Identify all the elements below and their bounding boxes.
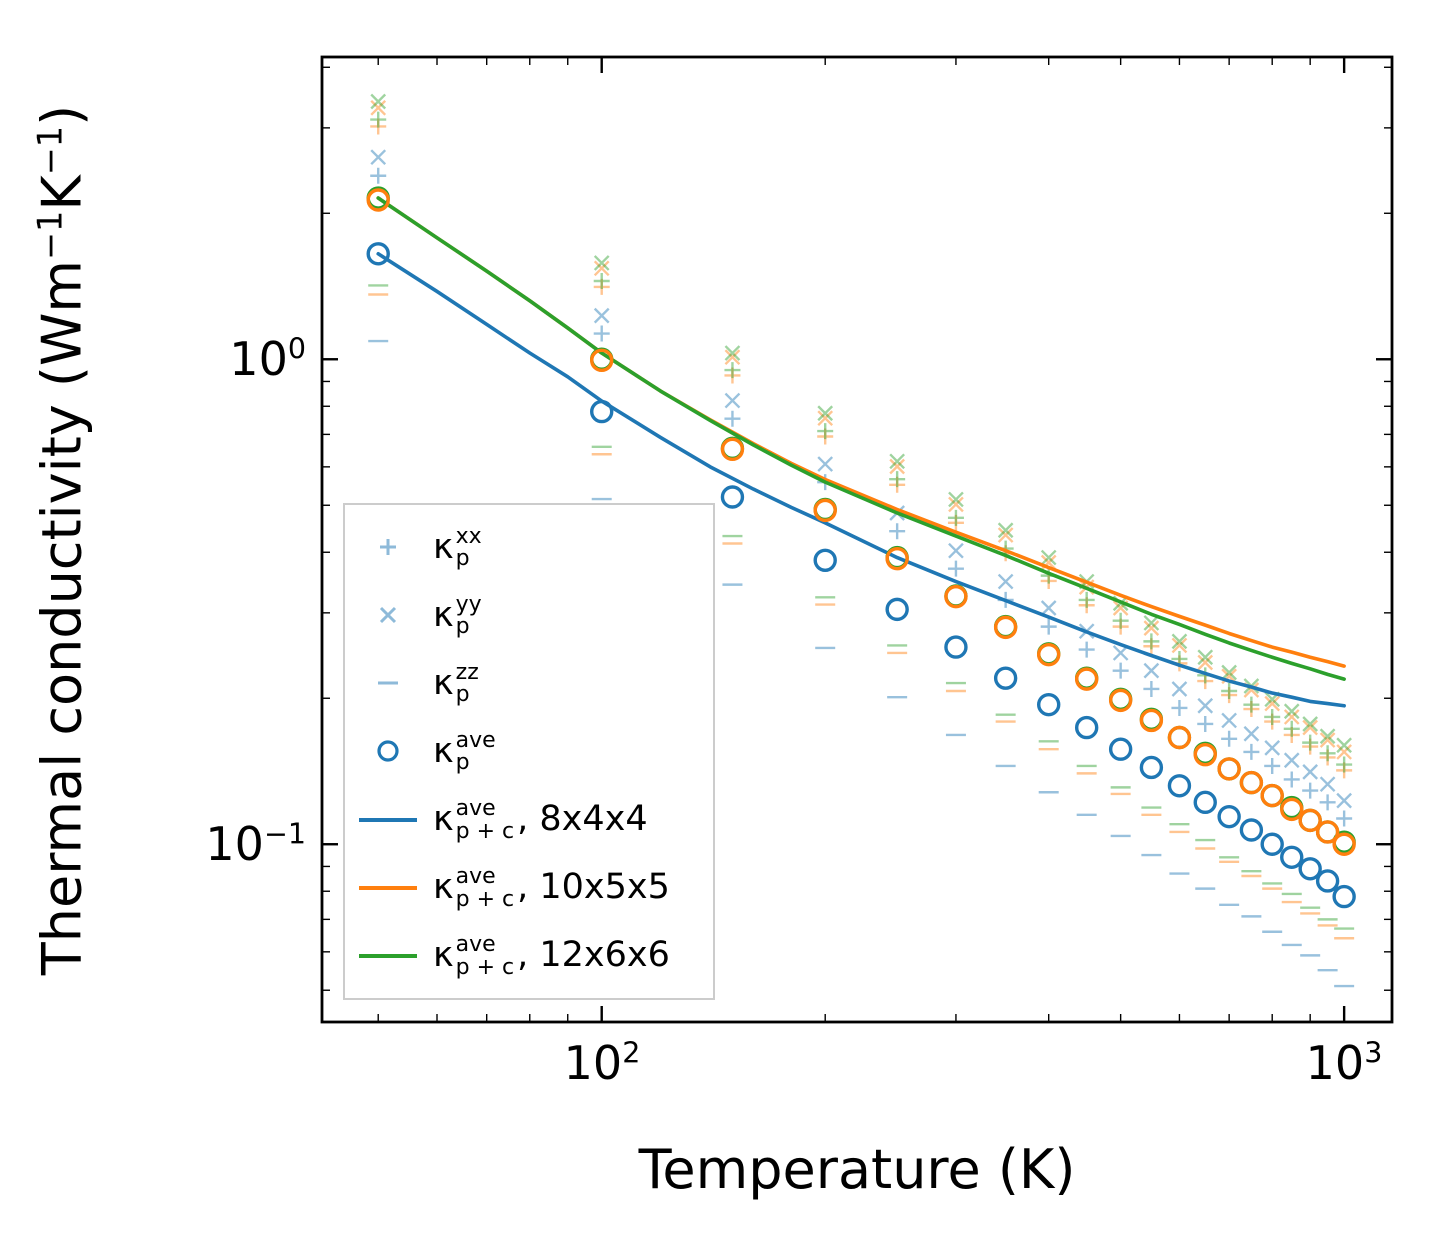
legend-item-kappa-zz: κ zz p	[349, 661, 709, 706]
circle-marker-icon	[349, 729, 427, 773]
kappa-p-ave-10x5x5	[366, 188, 1356, 856]
axes-frame	[320, 55, 1394, 1024]
kappa-p-yy-8x4x4	[370, 149, 1352, 809]
y-axis-label: Thermal conductivity (Wm−1K−1)	[30, 104, 94, 976]
kappa-p+c-ave-8x4x4	[376, 251, 1346, 708]
legend-label: κ zz p	[433, 659, 479, 708]
kappa-p-xx-10x5x5	[370, 118, 1353, 779]
legend: κ xx p κ yy p κ zz p κ ave p κ ave p + c, 8x4x4	[343, 503, 715, 1000]
x-tick-label-100: 102	[563, 1036, 641, 1090]
legend-item-kappa-yy: κ yy p	[349, 593, 709, 638]
legend-item-kappa-ave: κ ave p	[349, 729, 709, 774]
kappa-p-zz-8x4x4	[368, 339, 1355, 988]
orange-line-icon	[349, 866, 427, 910]
blue-line-icon	[349, 798, 427, 842]
plus-marker-icon	[349, 525, 427, 569]
x-axis-label: Temperature (K)	[638, 1138, 1076, 1201]
kappa-p+c-ave-12x6x6	[376, 196, 1346, 681]
green-line-icon	[349, 934, 427, 978]
kappa-p-zz-12x6x6	[368, 284, 1355, 930]
kappa-p-zz-10x5x5	[368, 293, 1355, 940]
legend-item-kappa-pc-10x5x5: κ ave p + c, 10x5x5	[349, 864, 709, 912]
legend-label: κ ave p + c, 12x6x6	[433, 932, 670, 980]
y-tick-label-0p1: 10−1	[205, 817, 306, 871]
x-marker-icon	[349, 593, 427, 637]
x-tick-label-1000: 103	[1305, 1036, 1383, 1090]
minus-marker-icon	[349, 661, 427, 705]
kappa-p-ave-8x4x4	[366, 242, 1356, 909]
legend-label: κ ave p	[433, 728, 496, 776]
legend-label: κ ave p + c, 8x4x4	[433, 796, 648, 844]
legend-label: κ ave p + c, 10x5x5	[433, 864, 670, 912]
y-tick-label-1: 100	[229, 332, 306, 386]
kappa-p-xx-8x4x4	[370, 167, 1353, 827]
legend-label: κ xx p	[433, 523, 482, 572]
legend-item-kappa-xx: κ xx p	[349, 525, 709, 570]
legend-item-kappa-pc-12x6x6: κ ave p + c, 12x6x6	[349, 932, 709, 980]
legend-label: κ yy p	[433, 591, 482, 640]
legend-item-kappa-pc-8x4x4: κ ave p + c, 8x4x4	[349, 796, 709, 844]
